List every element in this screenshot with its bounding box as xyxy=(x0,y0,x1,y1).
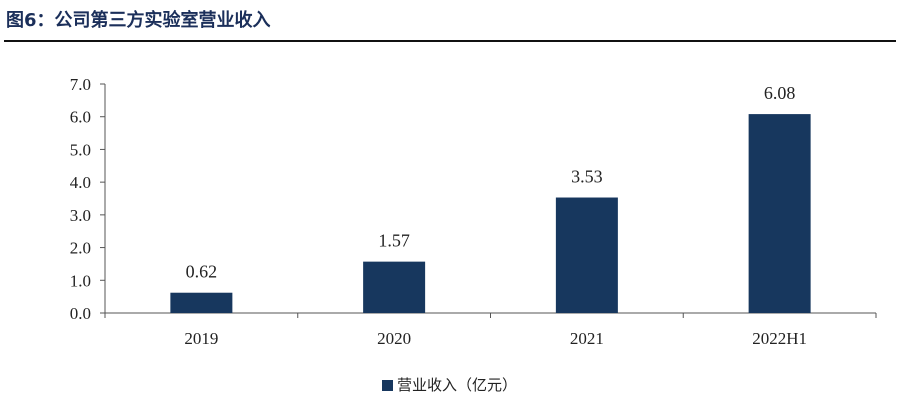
legend-label: 营业收入（亿元） xyxy=(396,376,517,394)
legend: 营业收入（亿元） xyxy=(0,374,899,395)
bar-chart: 0.0 1.0 2.0 3.0 4.0 5.0 6.0 7.0 0.62 2019 1.57 202… xyxy=(70,75,877,348)
y-tick-label: 3.0 xyxy=(70,206,91,225)
bar-2019 xyxy=(170,292,233,313)
x-category-label: 2022H1 xyxy=(752,329,807,348)
y-tick-label: 7.0 xyxy=(70,75,91,94)
title-underline xyxy=(4,40,896,42)
figure-title: 图6：公司第三方实验室营业收入 xyxy=(6,10,271,31)
x-category-label: 2021 xyxy=(570,329,604,348)
bar-2021 xyxy=(555,197,618,313)
bar-2022H1 xyxy=(748,114,811,314)
bar-2020 xyxy=(363,261,426,313)
x-category-label: 2020 xyxy=(377,329,411,348)
y-tick-label: 4.0 xyxy=(70,173,91,192)
data-label-2022H1: 6.08 xyxy=(764,83,796,103)
y-tick-label: 2.0 xyxy=(70,239,91,258)
legend-swatch xyxy=(381,380,393,391)
data-label-2019: 0.62 xyxy=(186,262,218,282)
y-tick-label: 6.0 xyxy=(70,108,91,127)
y-tick-label: 5.0 xyxy=(70,140,91,159)
y-tick-label: 1.0 xyxy=(70,271,91,290)
data-label-2021: 3.53 xyxy=(571,167,603,187)
x-category-label: 2019 xyxy=(184,329,218,348)
data-label-2020: 1.57 xyxy=(378,231,410,251)
y-tick-label: 0.0 xyxy=(70,304,91,323)
